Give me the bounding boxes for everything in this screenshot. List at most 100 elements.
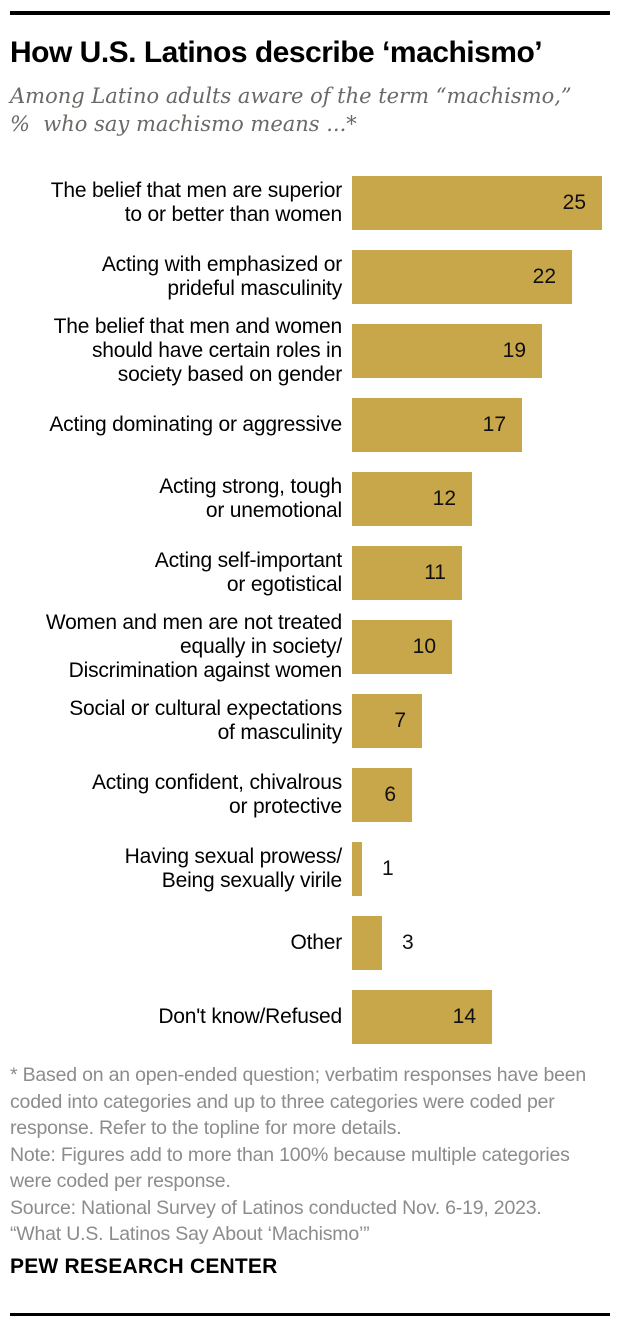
footnote-line: Source: National Survey of Latinos condu… [10,1196,542,1219]
category-label-line: Discrimination against women [68,659,343,682]
chart-subtitle-line1: Among Latino adults aware of the term “m… [10,84,572,108]
category-label: The belief that men and women should have… [0,314,343,388]
value-label: 1 [382,857,394,880]
footnote-line: Note: Figures add to more than 100% beca… [10,1143,570,1166]
bar-area: 14 [352,980,620,1054]
category-label-line: society based on gender [117,363,342,386]
bar: 10 [352,620,452,674]
category-label: Other [0,906,342,980]
category-label: Acting with emphasized or prideful mascul… [0,240,342,314]
bar-row: Social or cultural expectations of mascul… [0,684,620,758]
bar-area: 11 [352,536,620,610]
category-label: Women and men are not treated equally in … [0,610,342,684]
bar-area: 19 [352,314,620,388]
category-label-line: Women and men are not treated [45,611,342,634]
bar-area: 12 [352,462,620,536]
bar: 14 [352,990,492,1044]
bar-row: The belief that men are superior to or be… [0,166,620,240]
bar-row: Acting with emphasized or prideful mascul… [0,240,620,314]
value-label: 3 [402,931,414,954]
category-label-line: Acting dominating or aggressive [49,413,342,436]
bar-row: Acting dominating or aggressive 17 [0,388,620,462]
bar-row: Having sexual prowess/Being sexually vir… [0,832,620,906]
category-label-line: or protective [229,795,342,818]
bar-chart: The belief that men are superior to or be… [0,166,620,1054]
bar: 25 [352,176,602,230]
category-label-line: Social or cultural expectations [69,697,342,720]
footnote-line: “What U.S. Latinos Say About ‘Machismo’” [10,1223,370,1245]
bar: 17 [352,398,522,452]
chart-subtitle-line2: % who say machismo means ...* [10,112,357,136]
category-label-line: of masculinity [217,721,343,744]
value-label: 10 [412,635,436,658]
bar-row: The belief that men and women should have… [0,314,620,388]
value-label: 19 [502,339,526,362]
category-label-line: equally in society/ [180,635,342,658]
top-rule [10,11,610,15]
bar-row: Acting self-important or egotistical 11 [0,536,620,610]
footnote-line: coded into categories and up to three ca… [10,1090,555,1113]
bottom-rule [10,1313,610,1316]
value-label: 12 [432,487,456,510]
bar-area: 22 [352,240,620,314]
brand-label: PEW RESEARCH CENTER [10,1255,278,1278]
bar-row: Acting confident, chivalrous or protectiv… [0,758,620,832]
bar: 6 [352,768,412,822]
category-label: Don't know/Refused [0,980,342,1054]
bar-area: 3 [352,906,620,980]
bar-area: 25 [352,166,620,240]
bar-row: Women and men are not treated equally in … [0,610,620,684]
bar [352,842,362,896]
bar-row: Other 3 [0,906,620,980]
value-label: 17 [482,413,506,436]
category-label: Acting confident, chivalrous or protectiv… [0,758,342,832]
bar-area: 17 [352,388,620,462]
category-label: Social or cultural expectations of mascul… [0,684,342,758]
bar-row: Acting strong, tough or unemotional 12 [0,462,620,536]
bar: 22 [352,250,572,304]
category-label: Acting self-important or egotistical [0,536,342,610]
category-label-line: Acting self-important [154,549,342,572]
category-label-line: or unemotional [205,499,342,522]
category-label-line: Don't know/Refused [158,1005,342,1028]
category-label-line: or egotistical [226,573,342,596]
category-label-line: Being sexually virile [161,869,342,892]
category-label-line: Acting with emphasized or [101,253,342,276]
category-label-line: Other [290,931,342,954]
category-label: Acting dominating or aggressive [0,388,342,462]
category-label-line: Having sexual prowess/ [124,845,343,868]
category-label: Acting strong, tough or unemotional [0,462,342,536]
category-label: The belief that men are superior to or be… [0,166,342,240]
footnote-line: * Based on an open-ended question; verba… [10,1064,587,1086]
category-label-line: Acting confident, chivalrous [91,771,342,794]
bar: 19 [352,324,542,378]
bar-row: Don't know/Refused 14 [0,980,620,1054]
footnotes: * Based on an open-ended question; verba… [10,1062,616,1248]
value-label: 14 [452,1005,476,1028]
bar-area: 7 [352,684,620,758]
footnote-line: response. Refer to the topline for more … [10,1117,402,1139]
category-label: Having sexual prowess/Being sexually vir… [0,832,343,906]
chart-title: How U.S. Latinos describe ‘machismo’ [10,36,543,69]
bar-area: 10 [352,610,620,684]
category-label-line: Acting strong, tough [159,475,342,498]
value-label: 11 [424,561,446,584]
category-label-line: The belief that men are superior [50,179,342,202]
value-label: 6 [384,783,396,806]
category-label-line: should have certain roles in [91,339,342,362]
value-label: 22 [532,265,556,288]
bar-area: 1 [352,832,620,906]
bar-area: 6 [352,758,620,832]
footnote-line: were coded per response. [10,1170,231,1192]
bar [352,916,382,970]
bar: 12 [352,472,472,526]
category-label-line: The belief that men and women [53,315,343,338]
bar: 11 [352,546,462,600]
value-label: 7 [394,709,406,732]
category-label-line: prideful masculinity [167,277,342,300]
category-label-line: to or better than women [124,203,342,226]
chart-subtitle: Among Latino adults aware of the term “m… [10,82,610,138]
value-label: 25 [562,191,586,214]
bar: 7 [352,694,422,748]
